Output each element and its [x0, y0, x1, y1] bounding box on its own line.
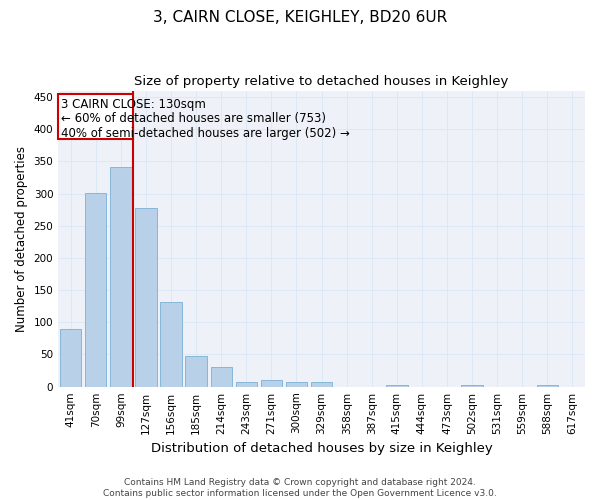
Bar	[211, 368, 232, 386]
X-axis label: Distribution of detached houses by size in Keighley: Distribution of detached houses by size …	[151, 442, 493, 455]
Bar	[185, 356, 207, 386]
Text: ← 60% of detached houses are smaller (753): ← 60% of detached houses are smaller (75…	[61, 112, 326, 126]
Y-axis label: Number of detached properties: Number of detached properties	[15, 146, 28, 332]
Text: 40% of semi-detached houses are larger (502) →: 40% of semi-detached houses are larger (…	[61, 126, 350, 140]
Bar	[60, 328, 82, 386]
Bar	[311, 382, 332, 386]
Bar	[160, 302, 182, 386]
Bar	[136, 208, 157, 386]
Text: Contains HM Land Registry data © Crown copyright and database right 2024.
Contai: Contains HM Land Registry data © Crown c…	[103, 478, 497, 498]
Bar	[236, 382, 257, 386]
Text: 3 CAIRN CLOSE: 130sqm: 3 CAIRN CLOSE: 130sqm	[61, 98, 206, 112]
Bar	[85, 193, 106, 386]
Bar	[537, 384, 558, 386]
Bar	[110, 166, 131, 386]
Bar	[386, 384, 407, 386]
Bar	[286, 382, 307, 386]
Bar	[261, 380, 282, 386]
Title: Size of property relative to detached houses in Keighley: Size of property relative to detached ho…	[134, 75, 509, 88]
Text: 3, CAIRN CLOSE, KEIGHLEY, BD20 6UR: 3, CAIRN CLOSE, KEIGHLEY, BD20 6UR	[153, 10, 447, 25]
FancyBboxPatch shape	[58, 94, 133, 139]
Bar	[461, 384, 483, 386]
